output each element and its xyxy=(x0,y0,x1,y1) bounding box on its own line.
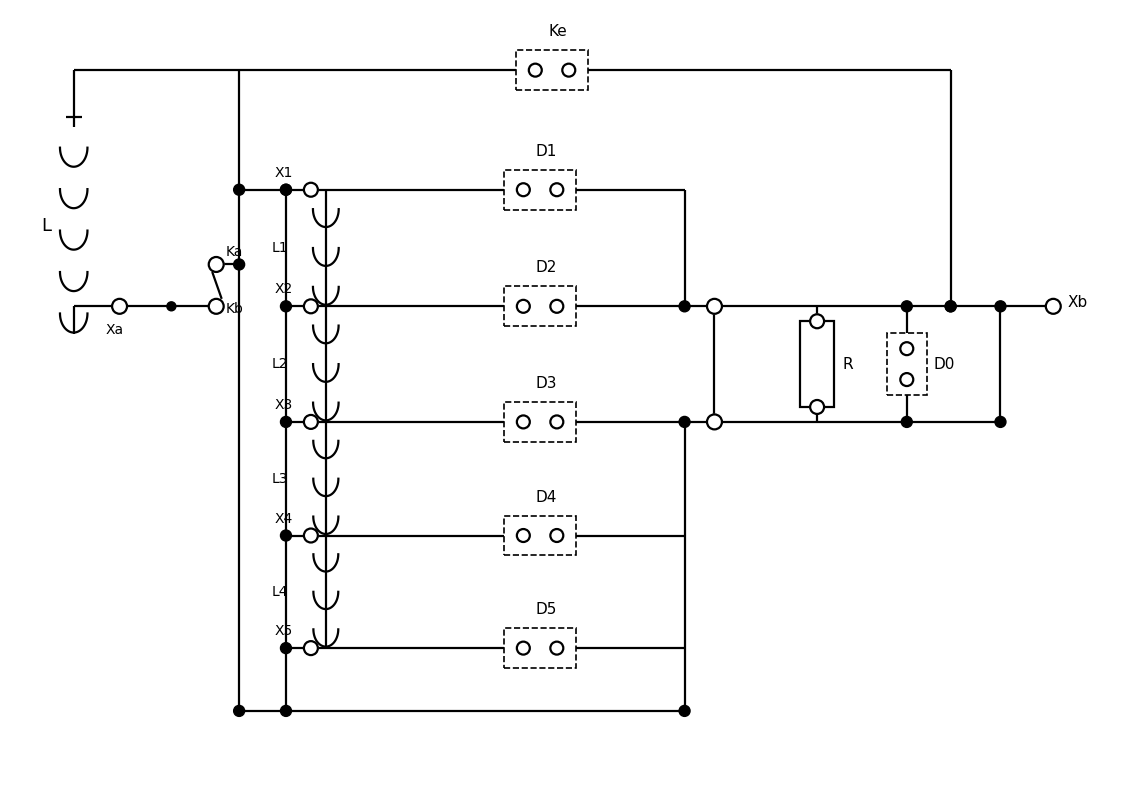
Text: D5: D5 xyxy=(536,602,557,617)
Circle shape xyxy=(706,299,722,314)
Circle shape xyxy=(516,300,530,313)
Circle shape xyxy=(304,415,318,429)
Text: R: R xyxy=(842,357,853,372)
Circle shape xyxy=(280,530,291,541)
Text: D2: D2 xyxy=(536,260,557,276)
Text: Kb: Kb xyxy=(225,303,243,316)
Circle shape xyxy=(562,64,575,77)
Text: Ka: Ka xyxy=(225,245,243,260)
Bar xyxy=(800,322,834,407)
Text: L3: L3 xyxy=(271,472,288,486)
Circle shape xyxy=(529,64,542,77)
Circle shape xyxy=(516,415,530,429)
Circle shape xyxy=(680,705,690,716)
Text: D0: D0 xyxy=(934,357,955,372)
Text: L4: L4 xyxy=(271,585,288,599)
Circle shape xyxy=(112,299,127,314)
Text: Xb: Xb xyxy=(1068,295,1088,310)
Circle shape xyxy=(945,301,956,312)
Circle shape xyxy=(280,642,291,653)
Text: D3: D3 xyxy=(536,376,557,391)
Circle shape xyxy=(901,416,912,427)
Circle shape xyxy=(280,416,291,427)
Bar xyxy=(516,50,588,90)
Circle shape xyxy=(900,342,914,355)
Circle shape xyxy=(900,373,914,386)
Bar xyxy=(886,333,927,395)
Text: X1: X1 xyxy=(274,166,292,179)
Circle shape xyxy=(550,300,564,313)
Bar xyxy=(504,170,576,210)
Circle shape xyxy=(994,301,1006,312)
Circle shape xyxy=(280,705,291,716)
Text: X5: X5 xyxy=(274,624,292,638)
Circle shape xyxy=(810,314,825,328)
Circle shape xyxy=(550,183,564,196)
Circle shape xyxy=(945,301,956,312)
Bar xyxy=(504,515,576,556)
Text: X3: X3 xyxy=(274,398,292,412)
Circle shape xyxy=(280,301,291,312)
Circle shape xyxy=(550,529,564,542)
Circle shape xyxy=(234,259,244,270)
Circle shape xyxy=(304,183,318,197)
Text: L1: L1 xyxy=(271,241,288,255)
Circle shape xyxy=(234,705,244,716)
Circle shape xyxy=(680,301,690,312)
Text: X2: X2 xyxy=(274,283,292,296)
Circle shape xyxy=(209,299,224,314)
Circle shape xyxy=(994,416,1006,427)
Circle shape xyxy=(304,529,318,542)
Circle shape xyxy=(706,414,722,430)
Circle shape xyxy=(280,184,291,195)
Circle shape xyxy=(810,400,825,414)
Circle shape xyxy=(304,299,318,314)
Circle shape xyxy=(550,415,564,429)
Circle shape xyxy=(1046,299,1061,314)
Bar xyxy=(504,287,576,326)
Circle shape xyxy=(516,642,530,654)
Circle shape xyxy=(280,184,291,195)
Text: L2: L2 xyxy=(271,357,288,371)
Circle shape xyxy=(166,302,176,310)
Circle shape xyxy=(680,416,690,427)
Text: L: L xyxy=(40,217,51,234)
Text: Ke: Ke xyxy=(549,25,567,39)
Circle shape xyxy=(901,301,912,312)
Circle shape xyxy=(516,183,530,196)
Text: X4: X4 xyxy=(274,511,292,526)
Text: D4: D4 xyxy=(536,490,557,505)
Bar xyxy=(504,402,576,441)
Text: D1: D1 xyxy=(536,144,557,159)
Circle shape xyxy=(550,642,564,654)
Circle shape xyxy=(516,529,530,542)
Circle shape xyxy=(234,184,244,195)
Text: Xa: Xa xyxy=(106,323,124,337)
Circle shape xyxy=(304,641,318,655)
Circle shape xyxy=(209,257,224,272)
Bar xyxy=(504,628,576,668)
